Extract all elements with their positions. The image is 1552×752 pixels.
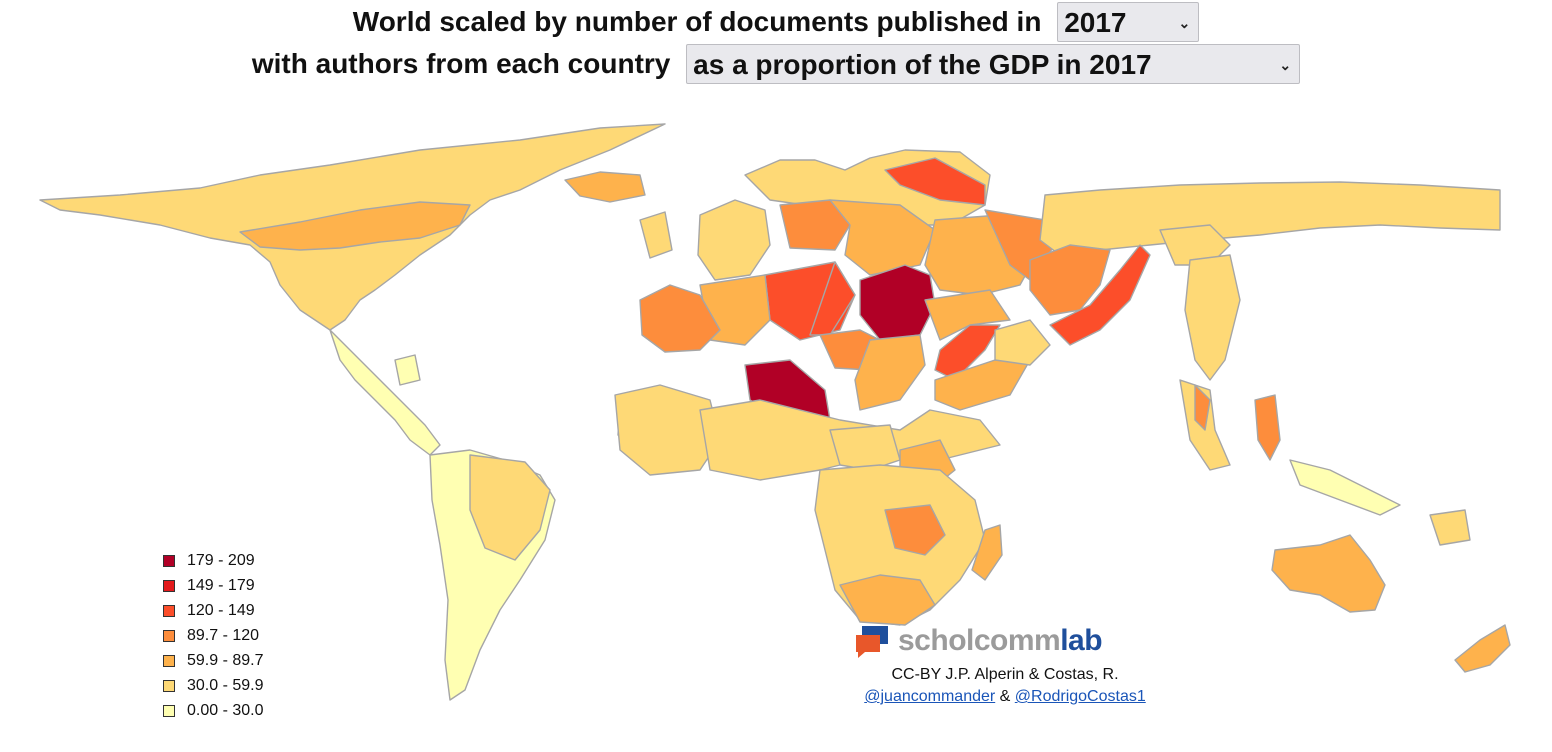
region-kazakhstan[interactable] — [994, 319, 1051, 366]
chat-bubbles-icon — [856, 626, 888, 658]
legend-swatch — [163, 579, 175, 592]
region-greenland[interactable] — [564, 171, 646, 203]
region-new-zealand[interactable] — [1454, 624, 1511, 673]
title-line-2: with authors from each country as a prop… — [0, 44, 1552, 88]
region-central-asia[interactable] — [1029, 244, 1111, 316]
year-select[interactable]: 2017 ⌄ — [1057, 2, 1200, 42]
measure-select-value: as a proportion of the GDP in 2017 — [693, 49, 1152, 80]
region-australia[interactable] — [1271, 534, 1386, 613]
region-png[interactable] — [1429, 509, 1471, 546]
chevron-down-icon: ⌄ — [1178, 15, 1191, 31]
region-central-america[interactable] — [329, 329, 441, 456]
region-ireland[interactable] — [639, 211, 673, 259]
logo-text-scholcomm: scholcomm — [898, 624, 1061, 657]
region-korea[interactable] — [1194, 384, 1211, 431]
cartogram-map[interactable] — [30, 100, 1520, 710]
credits-links: @juancommander & @RodrigoCostas1 — [820, 686, 1190, 708]
legend-label: 149 - 179 — [187, 576, 255, 594]
region-austria[interactable] — [859, 264, 936, 341]
region-uk[interactable] — [697, 199, 771, 281]
title-prefix: World scaled by number of documents publ… — [352, 6, 1042, 37]
legend-item: 149 - 179 — [163, 573, 264, 598]
region-netherlands[interactable] — [779, 199, 851, 251]
scholcommlab-logo: scholcommlab — [854, 622, 1103, 660]
legend-swatch — [163, 704, 175, 717]
legend-swatch — [163, 604, 175, 617]
legend-item: 59.9 - 89.7 — [163, 648, 264, 673]
logo-text-lab: lab — [1060, 624, 1103, 657]
legend-swatch — [163, 654, 175, 667]
region-ukraine[interactable] — [924, 289, 1011, 341]
region-south-africa[interactable] — [839, 574, 936, 626]
legend-label: 89.7 - 120 — [187, 626, 260, 644]
credits-ampersand: & — [995, 688, 1015, 705]
region-china[interactable] — [1184, 254, 1241, 381]
region-egypt[interactable] — [829, 424, 901, 471]
legend-label: 0.00 - 30.0 — [187, 701, 264, 719]
region-mongolia[interactable] — [1159, 224, 1231, 266]
rodrigocostas-link[interactable]: @RodrigoCostas1 — [1014, 688, 1146, 705]
juancommander-link[interactable]: @juancommander — [864, 688, 996, 705]
region-japan[interactable] — [1049, 244, 1151, 346]
region-russia[interactable] — [1039, 181, 1501, 256]
legend-label: 30.0 - 59.9 — [187, 676, 264, 694]
region-taiwan[interactable] — [1254, 394, 1281, 461]
legend-item: 0.00 - 30.0 — [163, 698, 264, 723]
region-iberia[interactable] — [639, 284, 721, 353]
legend-item: 120 - 149 — [163, 598, 264, 623]
credits: CC-BY J.P. Alperin & Costas, R. @juancom… — [820, 664, 1190, 708]
legend-item: 89.7 - 120 — [163, 623, 264, 648]
legend-label: 179 - 209 — [187, 551, 255, 569]
region-balkans[interactable] — [854, 334, 926, 411]
legend-item: 179 - 209 — [163, 548, 264, 573]
title-suffix: with authors from each country — [251, 48, 671, 79]
region-se-asia[interactable] — [1289, 459, 1401, 516]
chevron-down-icon: ⌄ — [1279, 57, 1292, 73]
legend-swatch — [163, 554, 175, 567]
credits-license: CC-BY J.P. Alperin & Costas, R. — [891, 666, 1119, 683]
title-line-1: World scaled by number of documents publ… — [0, 2, 1552, 46]
region-canada-strip[interactable] — [239, 201, 471, 251]
legend-swatch — [163, 679, 175, 692]
legend: 179 - 209 149 - 179 120 - 149 89.7 - 120… — [163, 548, 264, 723]
legend-label: 120 - 149 — [187, 601, 255, 619]
region-brazil[interactable] — [469, 454, 551, 561]
region-madagascar[interactable] — [971, 524, 1003, 581]
region-kenya[interactable] — [884, 504, 946, 556]
measure-select[interactable]: as a proportion of the GDP in 2017 ⌄ — [686, 44, 1301, 84]
region-mexico[interactable] — [394, 354, 421, 386]
legend-item: 30.0 - 59.9 — [163, 673, 264, 698]
region-finland[interactable] — [884, 157, 986, 206]
legend-label: 59.9 - 89.7 — [187, 651, 264, 669]
legend-swatch — [163, 629, 175, 642]
year-select-value: 2017 — [1064, 7, 1127, 38]
